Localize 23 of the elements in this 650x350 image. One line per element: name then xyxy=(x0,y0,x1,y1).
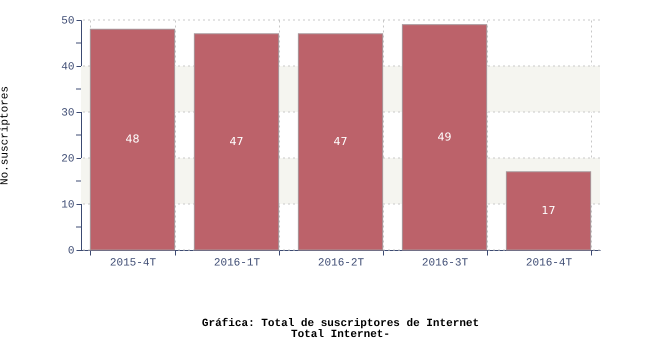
data-label: 47 xyxy=(229,134,244,148)
y-tick-label: 10 xyxy=(61,200,74,212)
x-tick-label: 2016-1T xyxy=(214,258,260,270)
bar xyxy=(298,33,384,250)
data-label: 47 xyxy=(334,134,348,148)
bar xyxy=(506,171,592,250)
text: Gráfica: Total de suscriptores de Internet xyxy=(202,317,480,330)
y-tick-label: 0 xyxy=(68,246,74,258)
y-tick-label: 20 xyxy=(61,154,74,166)
data-label: 17 xyxy=(542,204,556,217)
x-tick-label: 2015-4T xyxy=(110,258,156,270)
bar xyxy=(90,28,176,250)
y-tick-label: 50 xyxy=(61,16,74,28)
y-tick-label: 40 xyxy=(61,62,74,74)
x-tick-label: 2016-2T xyxy=(318,258,364,270)
y-tick-label: 30 xyxy=(61,108,74,120)
x-tick-label: 2016-4T xyxy=(526,258,573,270)
data-label: 48 xyxy=(125,132,140,146)
bar xyxy=(194,33,280,250)
x-tick-label: 2016-3T xyxy=(422,258,469,270)
text: Total Internet- xyxy=(290,329,390,341)
data-label: 49 xyxy=(438,130,452,144)
bar xyxy=(402,24,488,250)
